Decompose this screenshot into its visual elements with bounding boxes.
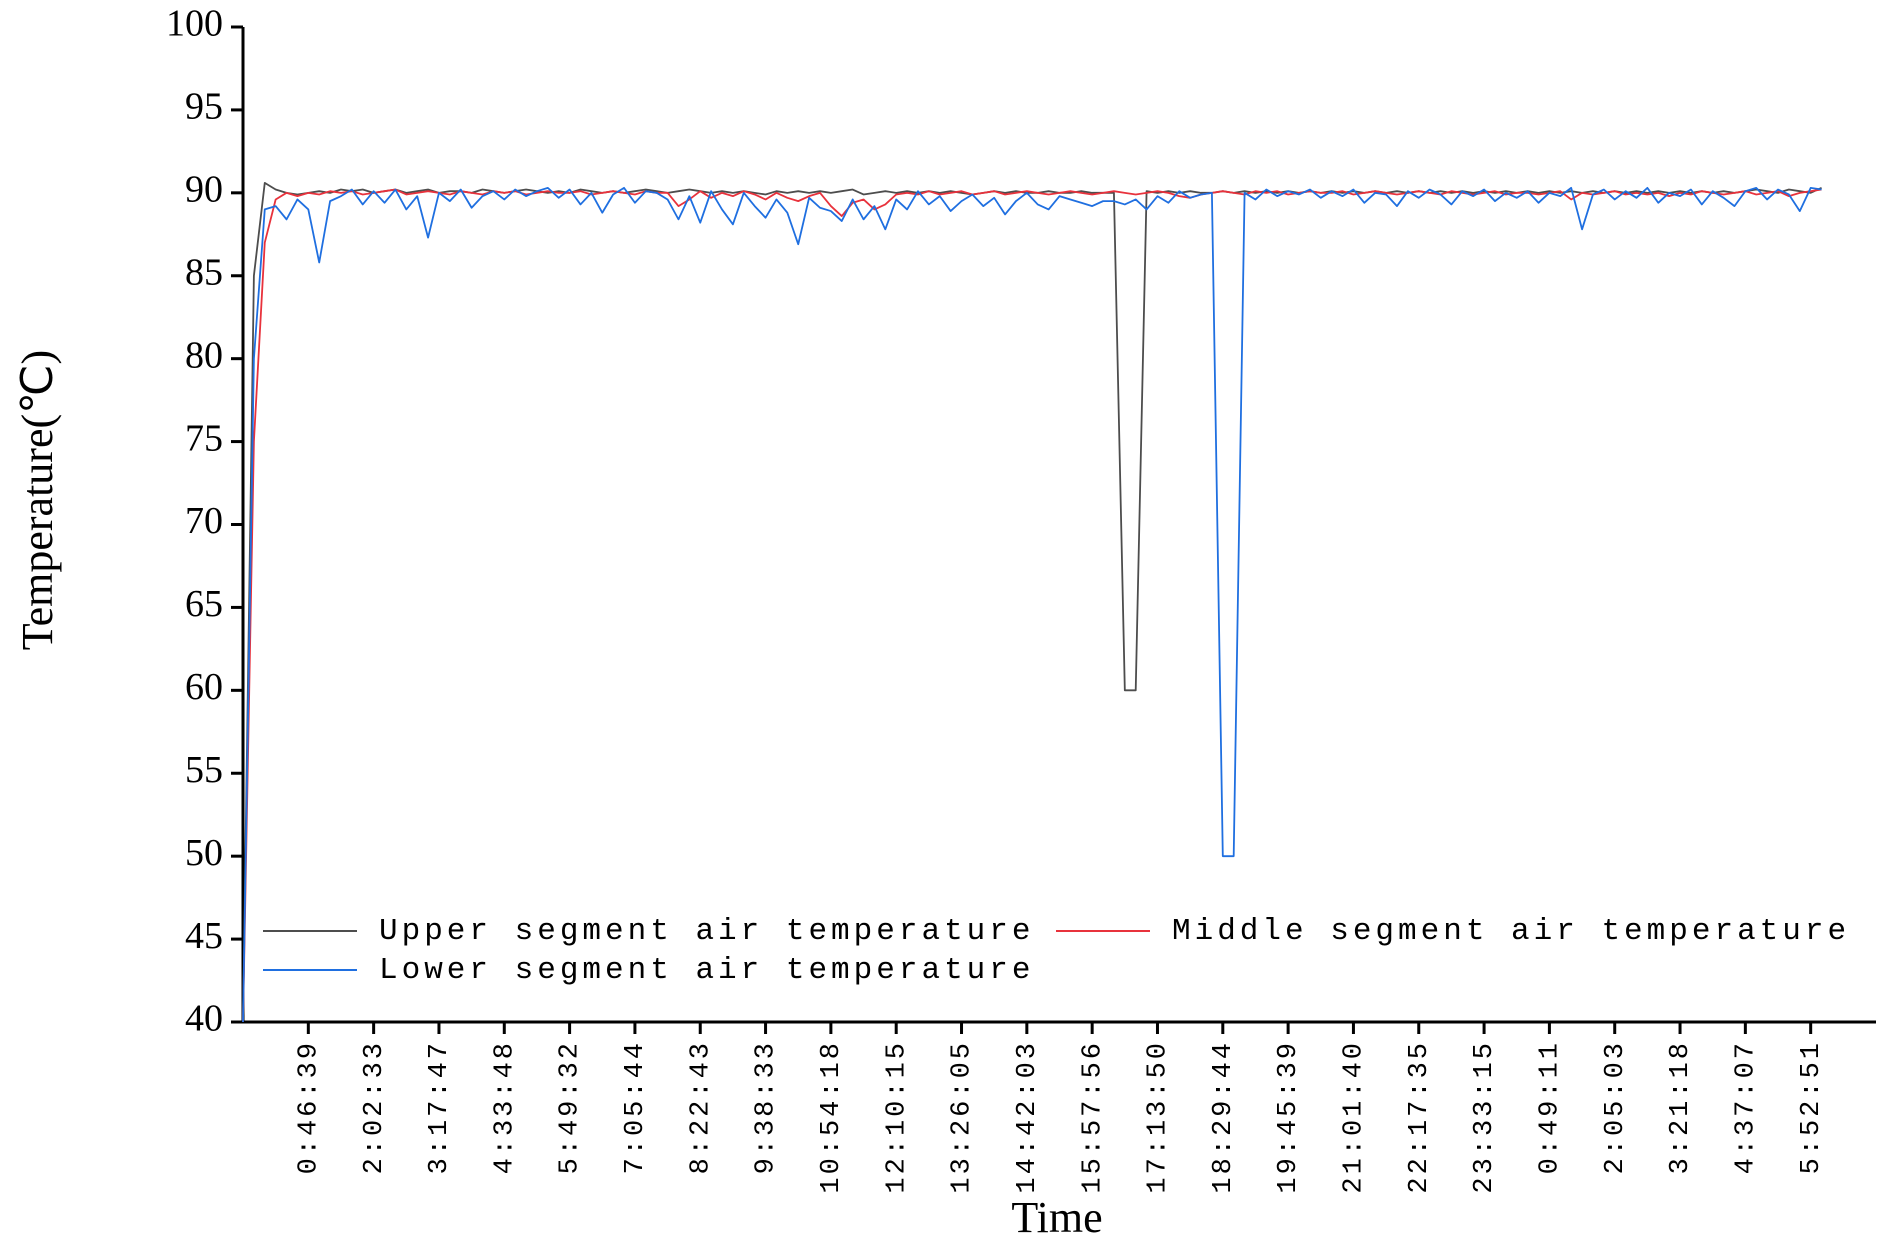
x-tick-label: 4:33:48 — [490, 1040, 520, 1174]
x-tick-label: 15:57:56 — [1078, 1040, 1108, 1194]
y-tick-label: 85 — [185, 251, 223, 293]
x-tick-label: 7:05:44 — [621, 1040, 651, 1174]
series-line — [242, 186, 1822, 1023]
x-tick-label: 14:42:03 — [1013, 1040, 1043, 1194]
x-tick-label: 5:49:32 — [556, 1040, 586, 1174]
x-tick-label: 0:46:39 — [294, 1040, 324, 1174]
x-tick-label: 12:10:15 — [882, 1040, 912, 1194]
y-axis-label: Temperature(℃) — [13, 350, 62, 650]
y-tick-label: 70 — [185, 500, 223, 542]
y-tick-label: 65 — [185, 583, 223, 625]
y-tick-label: 45 — [185, 915, 223, 957]
x-tick-label: 2:05:03 — [1601, 1040, 1631, 1174]
x-tick-label: 22:17:35 — [1405, 1040, 1435, 1194]
x-tick-label: 10:54:18 — [817, 1040, 847, 1194]
x-tick-label: 4:37:07 — [1731, 1040, 1761, 1174]
legend-label: Lower segment air temperature — [379, 953, 1035, 988]
x-tick-label: 21:01:40 — [1340, 1040, 1370, 1194]
y-tick-label: 60 — [185, 666, 223, 708]
x-tick-label: 8:22:43 — [686, 1040, 716, 1174]
y-tick-label: 95 — [185, 86, 223, 128]
x-tick-label: 13:26:05 — [948, 1040, 978, 1194]
x-tick-label: 0:49:11 — [1536, 1040, 1566, 1174]
y-tick-label: 90 — [185, 169, 223, 211]
x-tick-label: 5:52:51 — [1797, 1040, 1827, 1174]
y-tick-label: 55 — [185, 749, 223, 791]
x-axis-label: Time — [1011, 1193, 1102, 1242]
x-tick-label: 9:38:33 — [752, 1040, 782, 1174]
y-tick-label: 100 — [166, 3, 223, 45]
y-tick-label: 50 — [185, 832, 223, 874]
x-tick-label: 18:29:44 — [1209, 1040, 1239, 1194]
y-tick-label: 40 — [185, 998, 223, 1040]
x-tick-label: 17:13:50 — [1144, 1040, 1174, 1194]
series-line — [242, 188, 1822, 1023]
x-tick-label: 3:21:18 — [1666, 1040, 1696, 1174]
legend-label: Upper segment air temperature — [379, 914, 1035, 949]
x-tick-label: 2:02:33 — [360, 1040, 390, 1174]
legend-label: Middle segment air temperature — [1172, 914, 1850, 949]
x-tick-label: 19:45:39 — [1274, 1040, 1304, 1194]
y-tick-label: 75 — [185, 417, 223, 459]
series-line — [242, 181, 1822, 1023]
x-tick-label: 23:33:15 — [1470, 1040, 1500, 1194]
y-tick-label: 80 — [185, 334, 223, 376]
x-tick-label: 3:17:47 — [425, 1040, 455, 1174]
